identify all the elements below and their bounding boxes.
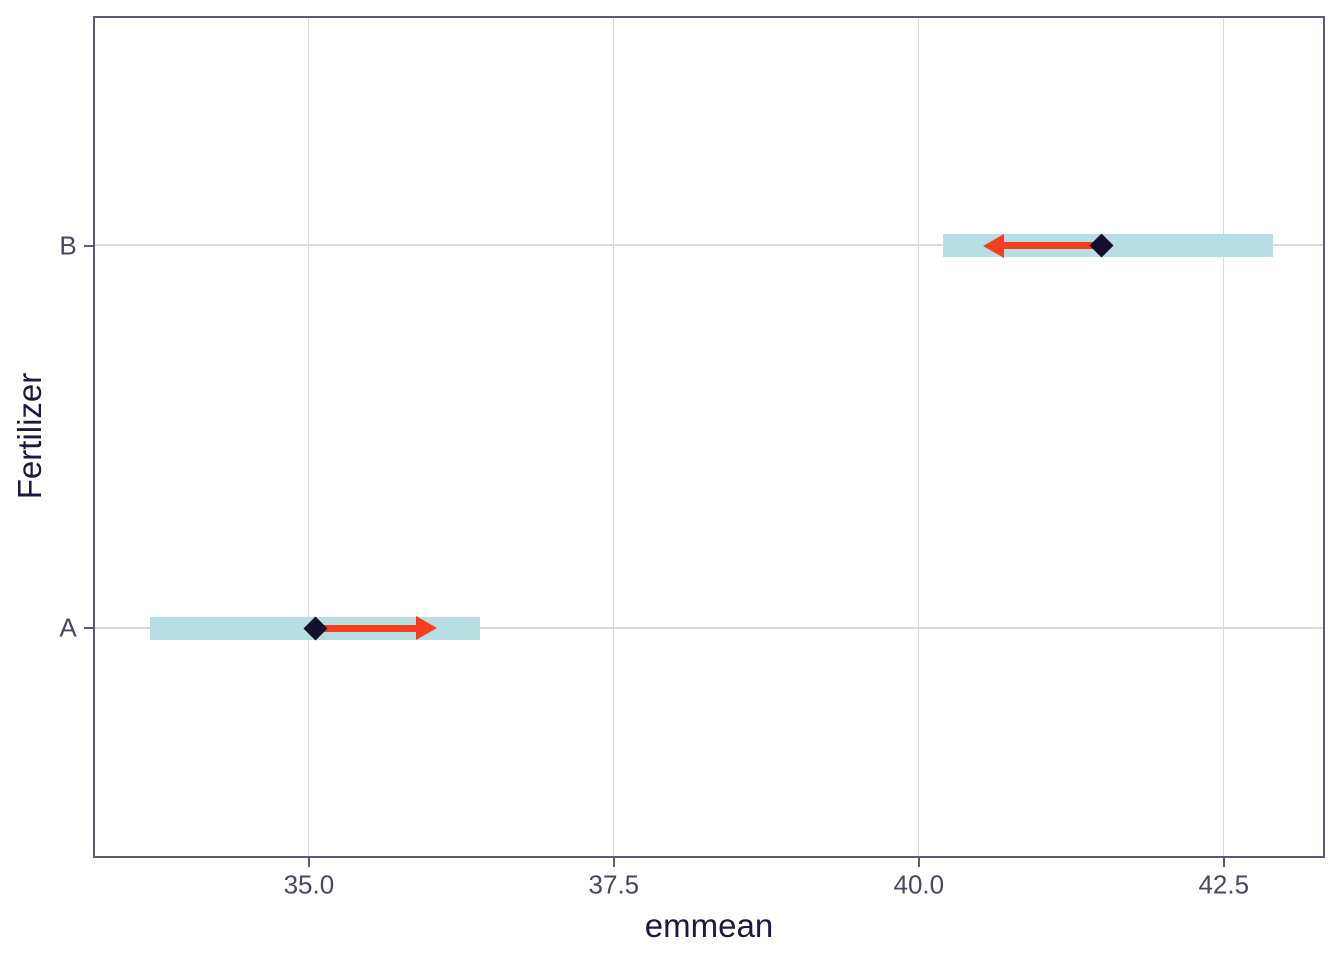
y-gridline xyxy=(95,244,1323,246)
x-tick-mark xyxy=(612,858,615,867)
x-tick-label: 37.5 xyxy=(588,869,640,900)
x-gridline xyxy=(917,18,920,856)
y-axis-title: Fertilizer xyxy=(11,372,48,500)
comparison-arrow-head xyxy=(983,233,1005,258)
x-tick-mark xyxy=(307,858,310,867)
x-axis-title: emmean xyxy=(644,907,774,944)
x-tick-label: 40.0 xyxy=(893,869,945,900)
comparison-arrow-shaft xyxy=(315,624,417,632)
y-gridline xyxy=(95,627,1323,629)
x-gridline xyxy=(612,18,615,856)
y-tick-label: A xyxy=(59,612,77,643)
x-tick-label: 35.0 xyxy=(283,869,335,900)
y-tick-mark xyxy=(84,244,93,247)
x-tick-label: 42.5 xyxy=(1198,869,1250,900)
x-tick-mark xyxy=(1222,858,1225,867)
plot-panel xyxy=(93,16,1325,858)
comparison-arrow-shaft xyxy=(1003,242,1102,250)
x-gridline xyxy=(307,18,310,856)
y-tick-mark xyxy=(84,627,93,630)
x-gridline xyxy=(1222,18,1224,856)
comparison-arrow-head xyxy=(415,616,437,641)
x-tick-mark xyxy=(917,858,920,867)
y-tick-label: B xyxy=(59,230,77,261)
